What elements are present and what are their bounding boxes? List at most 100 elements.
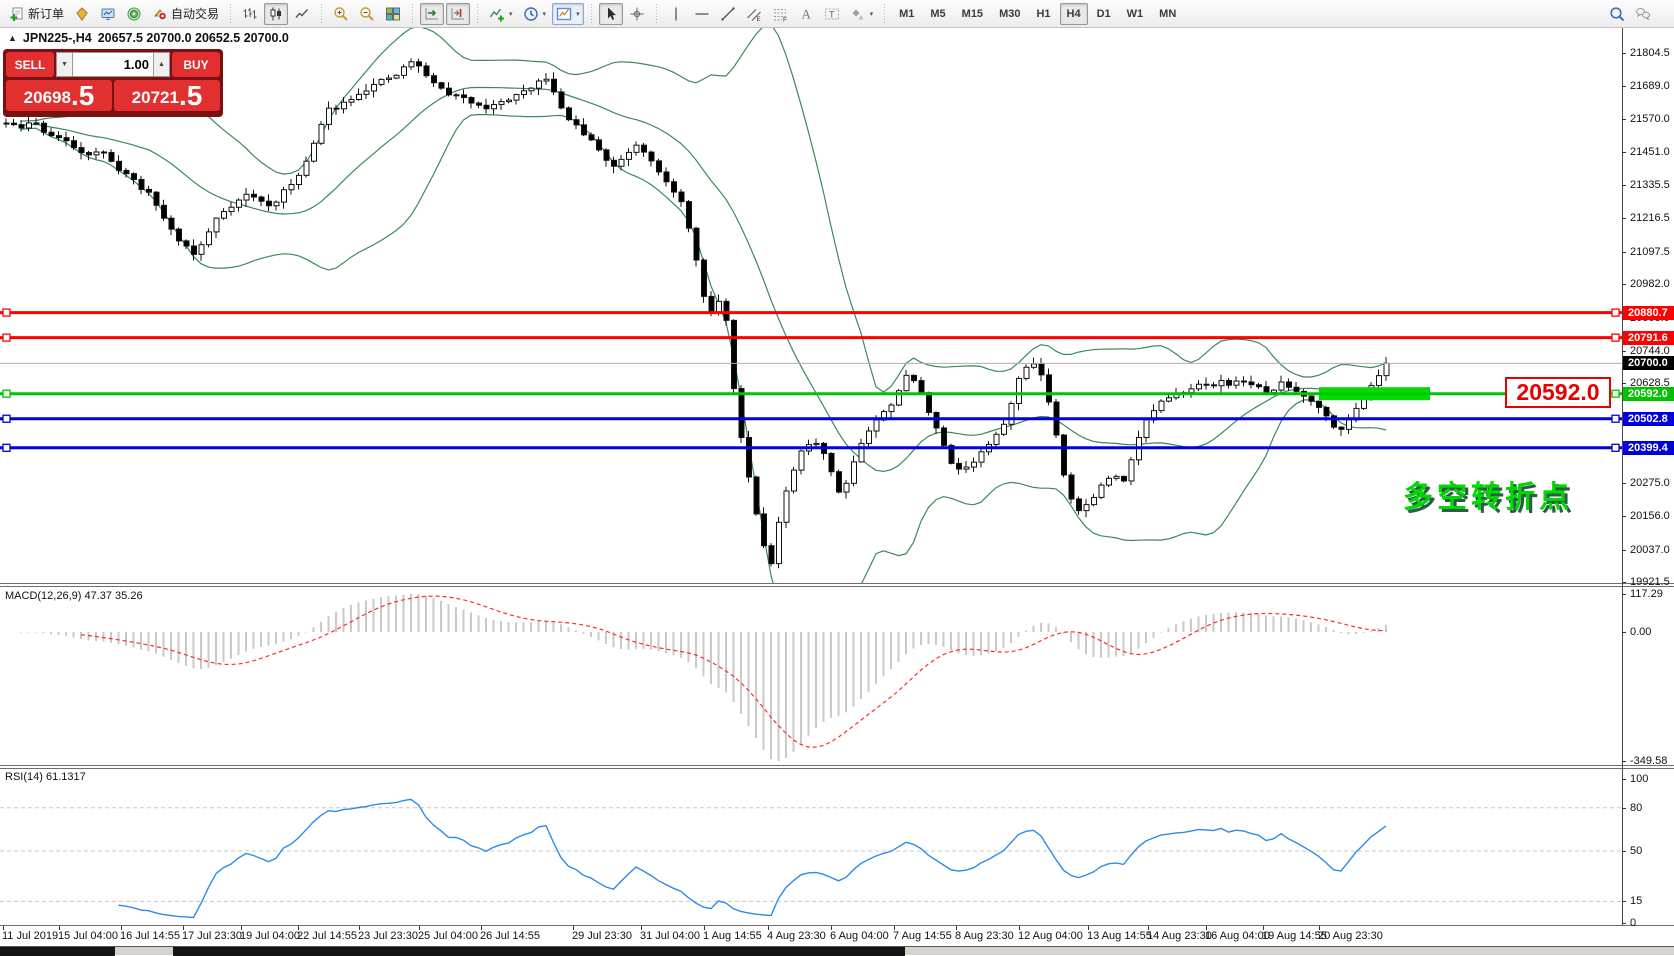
monitor-chart-button[interactable] (96, 3, 120, 25)
rsi-tick (1622, 807, 1626, 809)
price-tick-label: 20156.0 (1630, 510, 1670, 523)
dropdown-caret-icon[interactable]: ▾ (542, 10, 547, 18)
price-callout-label[interactable]: 20592.0 (1505, 377, 1611, 408)
annotation-text[interactable]: 多空转折点 (1403, 481, 1573, 514)
search-button[interactable] (1605, 3, 1629, 25)
search-icon (1609, 6, 1625, 22)
macd-label: MACD(12,26,9) 47.37 35.26 (5, 590, 143, 602)
tf-m5-button[interactable]: M5 (923, 3, 952, 25)
gold-diamond-button[interactable] (70, 3, 94, 25)
sell-button[interactable]: SELL (6, 52, 54, 77)
price-chart[interactable] (0, 28, 1622, 583)
chart-shift-button[interactable] (446, 2, 471, 25)
time-tick-label: 19 Jul 04:00 (240, 930, 300, 942)
trendline-button[interactable] (716, 3, 740, 25)
rsi-pane[interactable] (0, 769, 1622, 924)
line-endpoint-marker[interactable] (1611, 443, 1620, 452)
volume-up-button[interactable]: ▲ (153, 52, 170, 77)
line-chart-button[interactable] (290, 3, 314, 25)
line-endpoint-marker[interactable] (2, 443, 11, 452)
tf-w1-button[interactable]: W1 (1120, 3, 1151, 25)
svg-text:E: E (756, 17, 760, 22)
pane-divider[interactable] (0, 583, 1674, 584)
bar-chart-button[interactable] (238, 3, 262, 25)
chat-button[interactable] (1631, 3, 1655, 25)
time-tick-label: 23 Jul 23:30 (358, 930, 418, 942)
zoom-out-button[interactable] (355, 3, 379, 25)
buy-price[interactable]: 20721.5 (114, 80, 220, 111)
line-endpoint-marker[interactable] (1611, 414, 1620, 423)
tf-h1-button[interactable]: H1 (1029, 3, 1057, 25)
periods-button[interactable]: ▾ (519, 3, 551, 25)
buy-button[interactable]: BUY (172, 52, 220, 77)
channel-button[interactable]: E (742, 3, 766, 25)
tf-m1-button-label: M1 (899, 7, 915, 20)
volume-input[interactable] (73, 52, 153, 77)
volume-down-button[interactable]: ▼ (56, 52, 73, 77)
candlestick-button[interactable] (264, 2, 289, 25)
dropdown-caret-icon[interactable]: ▾ (509, 10, 513, 18)
tf-m30-button[interactable]: M30 (992, 3, 1027, 25)
line-endpoint-marker[interactable] (2, 389, 11, 398)
price-tick-label: 20628.5 (1630, 377, 1670, 390)
tf-d1-button[interactable]: D1 (1090, 3, 1118, 25)
dropdown-caret-icon[interactable]: ▾ (576, 10, 580, 18)
dropdown-caret-icon[interactable]: ▾ (869, 10, 874, 18)
broadcast-icon (126, 6, 142, 22)
pane-divider[interactable] (0, 586, 1674, 587)
tile-windows-button[interactable] (381, 3, 405, 25)
price-tick (1622, 351, 1626, 352)
line-endpoint-marker[interactable] (2, 333, 11, 342)
line-endpoint-marker[interactable] (1611, 389, 1620, 398)
line-endpoint-marker[interactable] (2, 414, 11, 423)
price-tick (1622, 516, 1626, 518)
shapes-button[interactable]: ▾ (846, 3, 878, 25)
templates-button[interactable]: ▾ (552, 2, 584, 25)
crosshair-button[interactable] (625, 3, 649, 25)
tile-windows-icon (385, 6, 401, 22)
price-tick (1622, 284, 1626, 286)
svg-text:A: A (801, 6, 811, 21)
line-endpoint-marker[interactable] (2, 308, 11, 317)
pane-divider[interactable] (0, 765, 1674, 766)
macd-pane[interactable] (0, 587, 1622, 764)
price-tick (1622, 582, 1626, 584)
toolbar-separator (319, 3, 325, 24)
cursor-button[interactable] (598, 2, 623, 25)
vertical-line-button[interactable] (664, 3, 688, 25)
time-tick (1148, 926, 1149, 930)
fibonacci-button[interactable]: F (768, 3, 792, 25)
time-tick-label: 20 Aug 23:30 (1318, 930, 1383, 942)
broadcast-button[interactable] (122, 3, 146, 25)
time-tick (894, 926, 895, 930)
auto-scroll-button[interactable] (420, 2, 445, 25)
tf-mn-button[interactable]: MN (1152, 3, 1183, 25)
tf-h4-button[interactable]: H4 (1059, 2, 1088, 25)
indicators-button[interactable]: ▾ (485, 3, 517, 25)
zoom-in-button[interactable] (329, 3, 353, 25)
collapse-panel-arrow[interactable]: ▲ (8, 33, 17, 43)
time-tick (573, 926, 574, 930)
time-tick (183, 926, 184, 930)
time-tick (1206, 926, 1207, 930)
line-endpoint-marker[interactable] (1611, 333, 1620, 342)
sell-price[interactable]: 20698.5 (6, 80, 112, 111)
horizontal-line-button[interactable] (690, 3, 714, 25)
rsi-tick (1622, 923, 1626, 924)
time-tick (3, 926, 4, 930)
time-tick-label: 4 Aug 23:30 (767, 930, 826, 942)
new-order-button[interactable]: 新订单 (5, 3, 68, 25)
autotrading-button[interactable]: 自动交易 (148, 3, 223, 25)
line-chart-icon (294, 6, 310, 22)
tf-m15-button[interactable]: M15 (955, 3, 990, 25)
tf-m30-button-label: M30 (999, 7, 1021, 20)
price-tick-label: 21570.0 (1630, 113, 1670, 125)
text-button[interactable]: A (794, 3, 818, 25)
text-label-button[interactable]: T (820, 3, 844, 25)
line-endpoint-marker[interactable] (1611, 308, 1620, 317)
macd-tick-label: -349.58 (1630, 755, 1668, 767)
time-tick (1088, 926, 1089, 930)
pane-divider[interactable] (0, 768, 1674, 769)
tf-m1-button[interactable]: M1 (892, 3, 921, 25)
